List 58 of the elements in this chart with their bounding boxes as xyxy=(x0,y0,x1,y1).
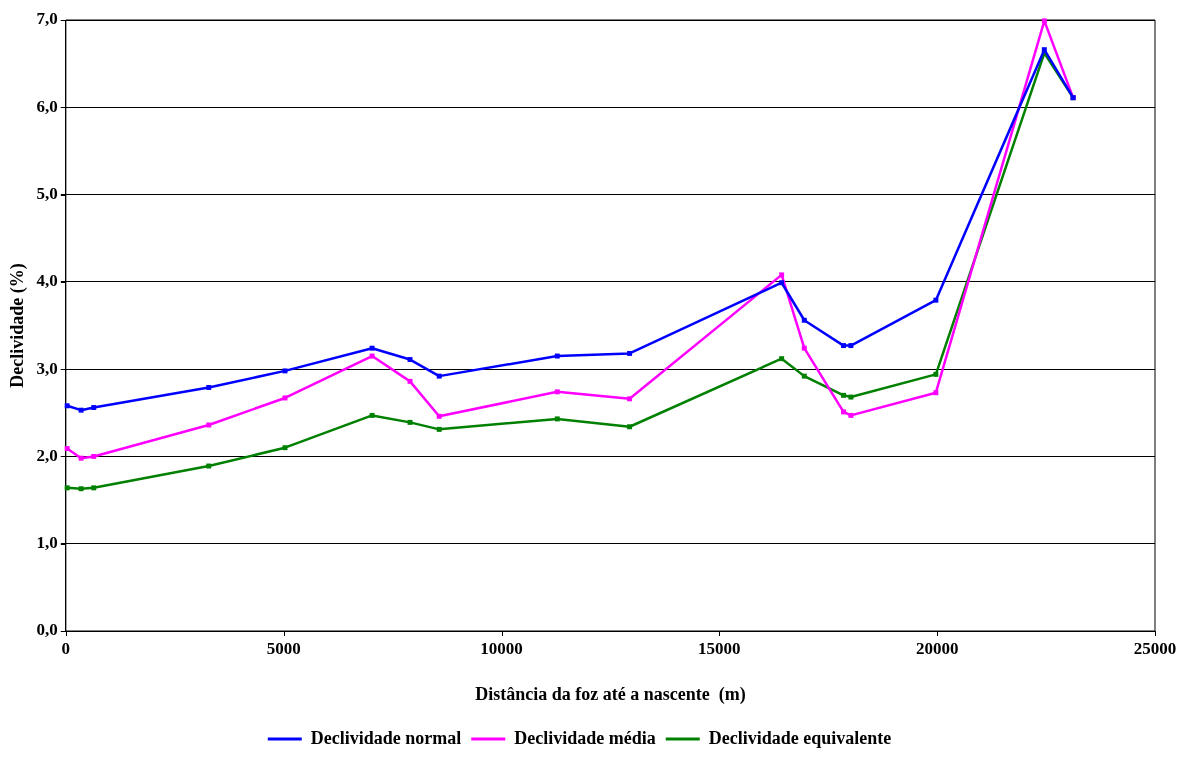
y-axis-title: Declividade (%) xyxy=(7,263,29,388)
y-tick-label: 6,0 xyxy=(36,96,58,116)
point xyxy=(436,426,442,432)
point xyxy=(78,486,84,492)
point xyxy=(627,424,633,430)
point xyxy=(554,353,560,359)
point xyxy=(848,394,854,400)
point xyxy=(91,485,97,491)
x-tick-label: 25000 xyxy=(1133,638,1177,658)
point xyxy=(91,405,97,411)
point xyxy=(78,455,84,461)
x-tick-label: 20000 xyxy=(915,638,959,658)
point xyxy=(206,385,212,390)
y-tick-label: 4,0 xyxy=(36,271,58,291)
point xyxy=(841,392,846,398)
y-tick-label: 7,0 xyxy=(36,9,58,29)
x-tick-label: 0 xyxy=(61,638,71,658)
point xyxy=(933,371,939,377)
point xyxy=(801,317,807,323)
point xyxy=(436,413,442,419)
point xyxy=(779,356,785,362)
point xyxy=(627,396,633,402)
point xyxy=(1041,18,1047,24)
point xyxy=(64,446,70,452)
point xyxy=(369,353,375,359)
point xyxy=(369,345,375,351)
legend-label: Declividade média xyxy=(514,727,656,748)
point xyxy=(64,403,70,409)
point xyxy=(848,343,854,349)
x-tick-label: 5000 xyxy=(266,638,301,658)
legend-label: Declividade normal xyxy=(310,727,462,748)
point xyxy=(206,463,212,469)
point xyxy=(91,453,97,459)
point xyxy=(841,409,846,415)
point xyxy=(78,407,84,413)
point xyxy=(933,390,939,396)
x-tick-label: 10000 xyxy=(480,638,523,658)
y-tick-label: 5,0 xyxy=(36,183,58,203)
point xyxy=(369,412,375,418)
legend-label: Declividade equivalente xyxy=(708,727,892,748)
point xyxy=(64,485,70,491)
point xyxy=(554,389,560,395)
y-tick-label: 3,0 xyxy=(36,358,58,378)
point xyxy=(779,280,785,286)
y-tick-label: 1,0 xyxy=(36,533,58,553)
point xyxy=(848,412,854,418)
point xyxy=(779,272,785,278)
x-axis-title: Distância da foz até a nascente (m) xyxy=(475,683,746,705)
point xyxy=(801,345,807,351)
point xyxy=(554,416,560,422)
x-tick-label: 15000 xyxy=(698,638,741,658)
y-tick-label: 0,0 xyxy=(36,620,58,640)
point xyxy=(436,373,442,379)
y-tick-label: 2,0 xyxy=(36,445,58,465)
point xyxy=(801,373,807,379)
point xyxy=(841,343,846,349)
point xyxy=(627,350,633,356)
point xyxy=(933,297,939,303)
